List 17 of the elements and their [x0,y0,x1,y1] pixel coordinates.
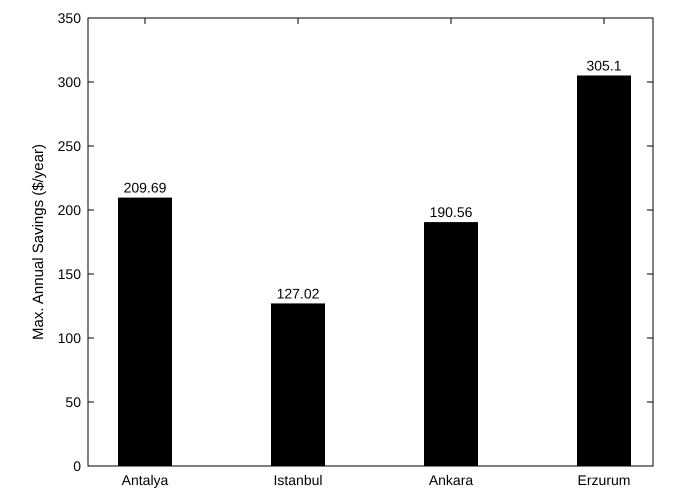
y-tick-label: 300 [58,74,82,90]
y-tick-label: 350 [58,10,82,26]
y-tick-label: 100 [58,330,82,346]
x-tick-label: Istanbul [273,472,323,488]
data-label: 209.69 [124,180,167,196]
y-axis-title: Max. Annual Savings ($/year) [30,144,47,340]
x-tick-label: Erzurum [578,472,630,488]
y-tick-label: 0 [73,458,82,474]
y-tick-label: 50 [65,394,82,410]
y-tick-label: 250 [58,138,82,154]
data-label: 190.56 [430,204,473,220]
data-label: 127.02 [276,285,320,302]
x-tick-label: Antalya [122,472,169,488]
data-label: 305.1 [586,57,622,74]
x-tick-label: Ankara [428,472,474,488]
y-tick-label: 200 [58,202,82,218]
y-tick-label: 150 [58,266,82,282]
